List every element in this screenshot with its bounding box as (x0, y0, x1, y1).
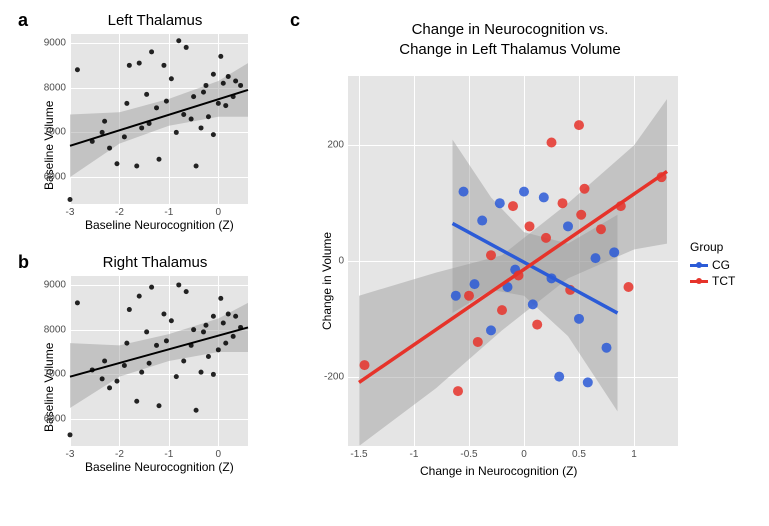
xtick-label: -3 (66, 449, 75, 460)
panel-c-ylabel: Change in Volume (320, 232, 334, 330)
legend-title: Group (690, 240, 735, 254)
ytick-label: 8000 (44, 82, 66, 93)
xtick-label: -3 (66, 207, 75, 218)
legend-item-label: CG (712, 258, 730, 272)
panel-a-title: Left Thalamus (75, 12, 235, 29)
xtick-label: -0.5 (460, 449, 477, 460)
ytick-label: 9000 (44, 37, 66, 48)
ytick-label: 7000 (44, 127, 66, 138)
legend-item: CG (690, 258, 735, 272)
ytick-label: 7000 (44, 369, 66, 380)
ytick-label: 6000 (44, 172, 66, 183)
ytick-label: 9000 (44, 279, 66, 290)
panel-c-title-line2: Change in Left Thalamus Volume (399, 41, 621, 58)
ytick-label: -200 (324, 371, 344, 382)
legend: Group CG TCT (690, 240, 735, 290)
xtick-label: 0 (216, 449, 222, 460)
xtick-label: -1 (164, 449, 173, 460)
xtick-label: 1 (631, 449, 637, 460)
xtick-label: 0 (521, 449, 527, 460)
panel-a-label: a (18, 10, 28, 31)
xtick-label: -1 (164, 207, 173, 218)
panel-c-title: Change in Neurocognition vs. Change in L… (340, 20, 680, 59)
panel-a-plot: -3-2-106000700080009000 (70, 34, 248, 204)
panel-b-xlabel: Baseline Neurocognition (Z) (85, 460, 234, 474)
xtick-label: 0.5 (572, 449, 586, 460)
ytick-label: 200 (327, 140, 344, 151)
ytick-label: 6000 (44, 414, 66, 425)
legend-item-label: TCT (712, 274, 735, 288)
xtick-label: -1 (410, 449, 419, 460)
xtick-label: 0 (216, 207, 222, 218)
ytick-label: 0 (338, 256, 344, 267)
panel-a-xlabel: Baseline Neurocognition (Z) (85, 218, 234, 232)
panel-c-label: c (290, 10, 300, 31)
panel-c-plot: -1.5-1-0.500.51-2000200 (348, 76, 678, 446)
panel-b-plot: -3-2-106000700080009000 (70, 276, 248, 446)
panel-c-xlabel: Change in Neurocognition (Z) (420, 464, 577, 478)
panel-c-title-line1: Change in Neurocognition vs. (412, 21, 609, 38)
panel-b-title: Right Thalamus (75, 254, 235, 271)
xtick-label: -2 (115, 449, 124, 460)
xtick-label: -2 (115, 207, 124, 218)
xtick-label: -1.5 (350, 449, 367, 460)
ytick-label: 8000 (44, 324, 66, 335)
legend-item: TCT (690, 274, 735, 288)
panel-b-label: b (18, 252, 29, 273)
